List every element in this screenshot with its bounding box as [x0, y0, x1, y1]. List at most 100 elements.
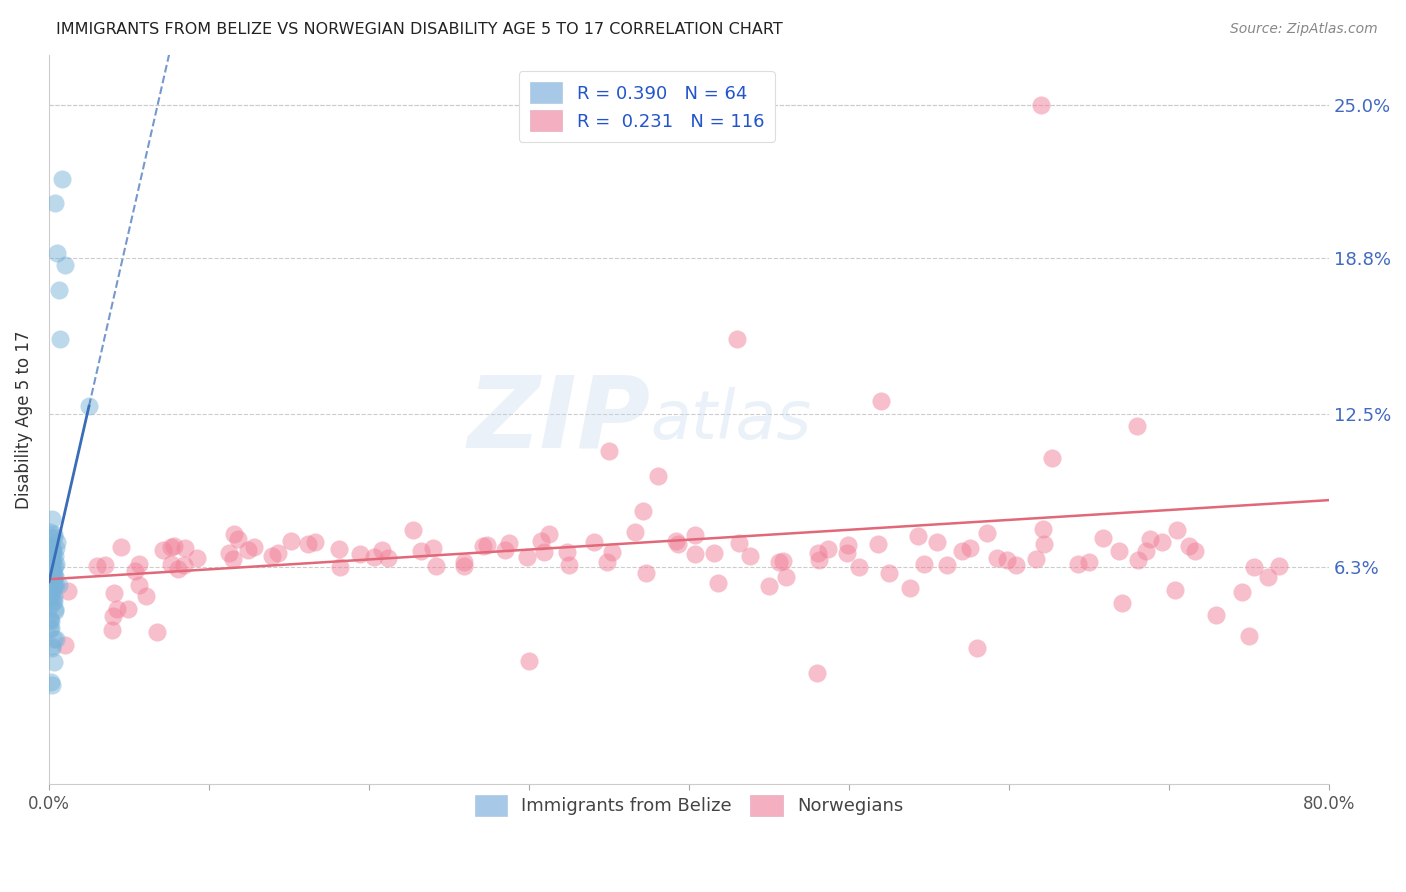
- Point: [42, 594, 65, 608]
- Point: [636, 566, 658, 580]
- Point: [39, 554, 62, 568]
- Point: [39, 613, 62, 627]
- Point: [44, 603, 66, 617]
- Point: [101, 609, 124, 624]
- Point: [48, 283, 70, 297]
- Point: [870, 394, 893, 409]
- Point: [53, 258, 76, 272]
- Point: [1040, 450, 1063, 465]
- Point: [262, 549, 284, 563]
- Point: [41, 677, 63, 691]
- Point: [42, 568, 65, 582]
- Point: [41, 641, 63, 656]
- Point: [103, 585, 125, 599]
- Point: [152, 543, 174, 558]
- Point: [986, 551, 1008, 566]
- Point: [533, 545, 555, 559]
- Point: [45, 632, 67, 646]
- Point: [772, 554, 794, 568]
- Point: [86, 559, 108, 574]
- Point: [1025, 551, 1047, 566]
- Point: [93, 558, 115, 572]
- Point: [167, 562, 190, 576]
- Point: [226, 533, 249, 547]
- Point: [41, 584, 63, 599]
- Point: [775, 569, 797, 583]
- Point: [44, 571, 66, 585]
- Point: [868, 536, 890, 550]
- Point: [907, 529, 929, 543]
- Point: [41, 639, 63, 653]
- Point: [39, 674, 62, 689]
- Point: [39, 612, 62, 626]
- Point: [349, 547, 371, 561]
- Y-axis label: Disability Age 5 to 17: Disability Age 5 to 17: [15, 331, 32, 509]
- Point: [51, 171, 73, 186]
- Point: [976, 526, 998, 541]
- Point: [1243, 560, 1265, 574]
- Point: [39, 590, 62, 604]
- Point: [44, 602, 66, 616]
- Point: [39, 549, 62, 564]
- Point: [995, 552, 1018, 566]
- Point: [683, 527, 706, 541]
- Point: [1205, 608, 1227, 623]
- Point: [1004, 558, 1026, 572]
- Point: [42, 589, 65, 603]
- Point: [328, 542, 350, 557]
- Point: [1032, 537, 1054, 551]
- Point: [740, 549, 762, 563]
- Point: [42, 549, 65, 564]
- Point: [42, 565, 65, 579]
- Point: [623, 524, 645, 539]
- Point: [39, 524, 62, 539]
- Point: [1029, 97, 1052, 112]
- Point: [41, 559, 63, 574]
- Point: [39, 548, 62, 562]
- Point: [1067, 558, 1090, 572]
- Point: [703, 546, 725, 560]
- Point: [1257, 570, 1279, 584]
- Point: [1152, 535, 1174, 549]
- Point: [453, 559, 475, 574]
- Point: [49, 333, 72, 347]
- Point: [725, 333, 748, 347]
- Point: [41, 564, 63, 578]
- Point: [665, 533, 688, 548]
- Point: [530, 533, 553, 548]
- Point: [728, 536, 751, 550]
- Point: [304, 535, 326, 549]
- Point: [128, 558, 150, 572]
- Point: [807, 546, 830, 560]
- Point: [44, 594, 66, 608]
- Point: [39, 563, 62, 577]
- Point: [494, 543, 516, 558]
- Point: [1178, 539, 1201, 553]
- Point: [42, 579, 65, 593]
- Point: [835, 546, 858, 560]
- Point: [517, 654, 540, 668]
- Point: [41, 555, 63, 569]
- Point: [666, 537, 689, 551]
- Point: [453, 555, 475, 569]
- Text: atlas: atlas: [651, 387, 811, 453]
- Point: [516, 549, 538, 564]
- Point: [135, 589, 157, 603]
- Point: [224, 527, 246, 541]
- Point: [1111, 596, 1133, 610]
- Point: [128, 578, 150, 592]
- Point: [41, 548, 63, 562]
- Point: [596, 555, 619, 569]
- Point: [39, 543, 62, 558]
- Point: [837, 538, 859, 552]
- Point: [557, 558, 579, 573]
- Point: [39, 554, 62, 568]
- Point: [583, 535, 606, 549]
- Point: [101, 623, 124, 637]
- Point: [1091, 531, 1114, 545]
- Point: [173, 558, 195, 573]
- Point: [598, 443, 620, 458]
- Point: [44, 558, 66, 573]
- Point: [39, 622, 62, 636]
- Point: [41, 574, 63, 588]
